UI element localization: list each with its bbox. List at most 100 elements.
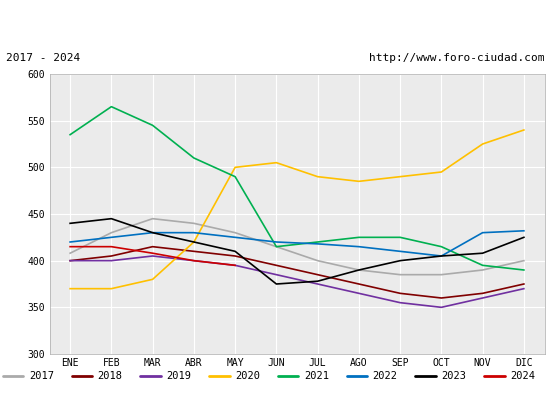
2017 [315,258,321,263]
2018 [355,282,362,286]
2018 [273,263,279,268]
Text: http://www.foro-ciudad.com: http://www.foro-ciudad.com [369,53,544,63]
2017 [520,258,527,263]
Text: 2021: 2021 [304,371,329,381]
2020 [67,286,74,291]
Line: 2024: 2024 [70,247,235,265]
2021 [315,240,321,244]
2020 [190,240,197,244]
2022 [355,244,362,249]
2022 [438,254,444,258]
2019 [150,254,156,258]
2021 [397,235,404,240]
2023 [397,258,404,263]
2019 [232,263,239,268]
2019 [67,258,74,263]
2023 [520,235,527,240]
2021 [67,132,74,137]
2020 [273,160,279,165]
Line: 2023: 2023 [70,219,524,284]
2019 [397,300,404,305]
2020 [108,286,115,291]
Line: 2018: 2018 [70,247,524,298]
2020 [520,128,527,132]
Text: 2024: 2024 [510,371,535,381]
2018 [520,282,527,286]
2022 [479,230,486,235]
Text: 2019: 2019 [166,371,191,381]
2018 [397,291,404,296]
2023 [479,251,486,256]
Line: 2022: 2022 [70,231,524,256]
Text: 2023: 2023 [441,371,466,381]
2018 [438,296,444,300]
2019 [190,258,197,263]
2020 [438,170,444,174]
2020 [397,174,404,179]
2021 [150,123,156,128]
2018 [232,254,239,258]
2017 [479,268,486,272]
2023 [438,254,444,258]
2017 [397,272,404,277]
2021 [190,156,197,160]
2023 [273,282,279,286]
2023 [232,249,239,254]
2017 [273,244,279,249]
2019 [273,272,279,277]
2023 [315,279,321,284]
2024 [108,244,115,249]
2019 [355,291,362,296]
2023 [67,221,74,226]
2022 [397,249,404,254]
2022 [232,235,239,240]
Line: 2017: 2017 [70,219,524,275]
2017 [438,272,444,277]
2024 [67,244,74,249]
2021 [438,244,444,249]
2024 [232,263,239,268]
2017 [190,221,197,226]
2020 [150,277,156,282]
Line: 2020: 2020 [70,130,524,289]
Line: 2019: 2019 [70,256,524,307]
2020 [315,174,321,179]
2017 [67,251,74,256]
2023 [150,230,156,235]
2024 [150,251,156,256]
2018 [479,291,486,296]
2018 [150,244,156,249]
2022 [273,240,279,244]
2020 [355,179,362,184]
2020 [479,142,486,146]
2018 [315,272,321,277]
2021 [273,244,279,249]
2021 [232,174,239,179]
2022 [108,235,115,240]
2023 [108,216,115,221]
2023 [355,268,362,272]
Line: 2021: 2021 [70,107,524,270]
2022 [190,230,197,235]
2017 [232,230,239,235]
2021 [108,104,115,109]
2023 [190,240,197,244]
2019 [315,282,321,286]
2019 [438,305,444,310]
2022 [150,230,156,235]
2019 [479,296,486,300]
2021 [520,268,527,272]
Text: 2020: 2020 [235,371,260,381]
Text: 2017: 2017 [29,371,54,381]
2019 [520,286,527,291]
2019 [108,258,115,263]
2017 [355,268,362,272]
2017 [108,230,115,235]
2017 [150,216,156,221]
Text: 2022: 2022 [373,371,398,381]
Text: Evolucion del paro registrado en Vidreres: Evolucion del paro registrado en Vidrere… [96,14,454,28]
2024 [190,258,197,263]
Text: 2017 - 2024: 2017 - 2024 [6,53,80,63]
2018 [108,254,115,258]
2022 [67,240,74,244]
